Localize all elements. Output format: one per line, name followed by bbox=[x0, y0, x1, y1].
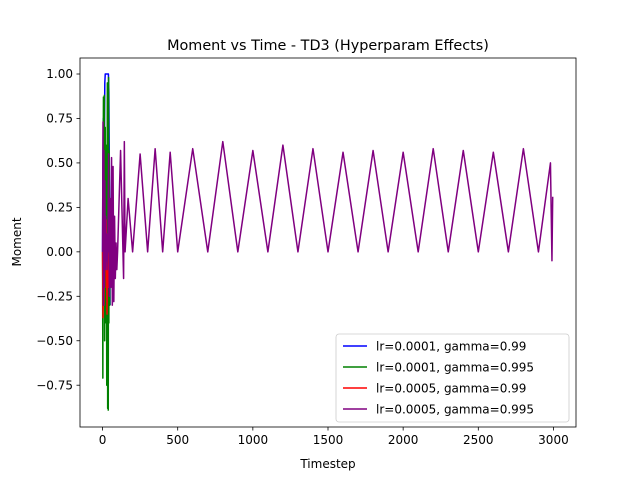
x-tick-label: 500 bbox=[166, 433, 189, 447]
x-tick-label: 1000 bbox=[238, 433, 269, 447]
y-tick-label: 1.00 bbox=[46, 67, 73, 81]
legend-label: lr=0.0001, gamma=0.995 bbox=[376, 360, 534, 374]
x-axis: 0 500 1000 1500 2000 2500 3000 bbox=[99, 427, 569, 447]
legend: lr=0.0001, gamma=0.99 lr=0.0001, gamma=0.… bbox=[335, 333, 570, 423]
legend-box bbox=[335, 333, 570, 423]
chart-title: Moment vs Time - TD3 (Hyperparam Effects… bbox=[167, 38, 489, 54]
x-tick-label: 2000 bbox=[388, 433, 419, 447]
y-axis: −0.75 −0.50 −0.25 0.00 0.25 0.50 0.75 1.00 bbox=[36, 67, 80, 392]
y-tick-label: −0.25 bbox=[36, 289, 73, 303]
x-tick-label: 0 bbox=[99, 433, 107, 447]
y-axis-label: Moment bbox=[10, 217, 24, 266]
plot-area bbox=[101, 73, 554, 411]
y-tick-label: 0.00 bbox=[46, 245, 73, 259]
legend-label: lr=0.0005, gamma=0.99 bbox=[376, 381, 526, 395]
y-tick-label: −0.50 bbox=[36, 334, 73, 348]
y-tick-label: −0.75 bbox=[36, 378, 73, 392]
x-tick-label: 3000 bbox=[538, 433, 569, 447]
y-tick-label: 0.25 bbox=[46, 201, 73, 215]
series-line-4 bbox=[101, 121, 554, 306]
legend-label: lr=0.0005, gamma=0.995 bbox=[376, 402, 534, 416]
x-tick-label: 1500 bbox=[313, 433, 344, 447]
x-axis-label: Timestep bbox=[299, 457, 355, 471]
x-tick-label: 2500 bbox=[463, 433, 494, 447]
y-tick-label: 0.50 bbox=[46, 156, 73, 170]
y-tick-label: 0.75 bbox=[46, 112, 73, 126]
legend-label: lr=0.0001, gamma=0.99 bbox=[376, 339, 526, 353]
